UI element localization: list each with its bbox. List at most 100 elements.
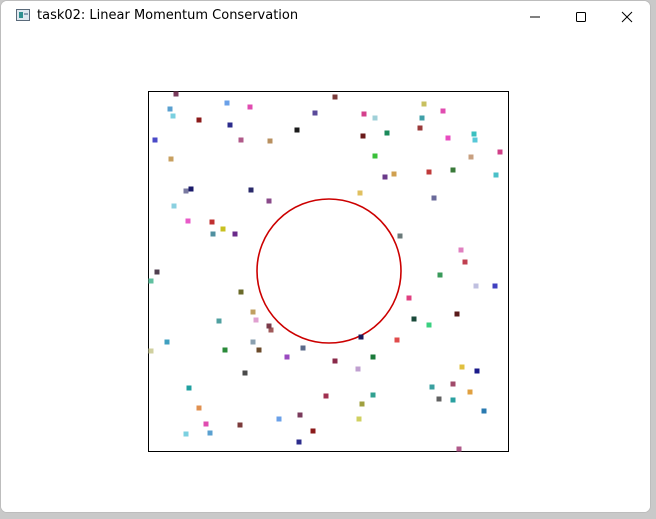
particle [456, 446, 462, 452]
window-title: task02: Linear Momentum Conservation [37, 8, 299, 23]
particle [203, 421, 209, 427]
particle [492, 283, 498, 289]
particle [481, 408, 487, 414]
particle [209, 219, 215, 225]
app-icon [16, 9, 30, 21]
particle [168, 156, 174, 162]
particle [196, 117, 202, 123]
particle [164, 339, 170, 345]
particle [227, 122, 233, 128]
particle [462, 259, 468, 265]
particle [421, 101, 427, 107]
particle [188, 186, 194, 192]
particle [431, 195, 437, 201]
close-button[interactable] [604, 1, 650, 32]
particle [220, 226, 226, 232]
particle [459, 364, 465, 370]
particle [216, 318, 222, 324]
simulation-box [148, 91, 509, 452]
particle [497, 149, 503, 155]
particle [445, 135, 451, 141]
particle [173, 91, 179, 97]
particle [382, 174, 388, 180]
maximize-button[interactable] [558, 1, 604, 32]
particle [242, 370, 248, 376]
particle [238, 137, 244, 143]
particle [248, 187, 254, 193]
particle [300, 345, 306, 351]
particle [417, 125, 423, 131]
particle [222, 347, 228, 353]
particle [284, 354, 290, 360]
particle [357, 190, 363, 196]
particle [250, 309, 256, 315]
close-icon [621, 11, 633, 22]
particle [266, 323, 272, 329]
particle [440, 108, 446, 114]
particle [267, 138, 273, 144]
particle [171, 203, 177, 209]
render-area [1, 32, 650, 512]
particle [323, 393, 329, 399]
particle [296, 439, 302, 445]
particle [266, 198, 272, 204]
particle [394, 337, 400, 343]
particle [429, 384, 435, 390]
particle [467, 389, 473, 395]
particle [454, 311, 460, 317]
particle [406, 295, 412, 301]
particle [355, 366, 361, 372]
particle [276, 416, 282, 422]
particle [472, 137, 478, 143]
particle [471, 131, 477, 137]
particle [473, 283, 479, 289]
minimize-button[interactable] [512, 1, 558, 32]
particle [450, 397, 456, 403]
particle [358, 334, 364, 340]
particles-group [148, 91, 503, 452]
particle [426, 169, 432, 175]
particle [148, 278, 154, 284]
particle [370, 354, 376, 360]
particle [237, 422, 243, 428]
particle [426, 322, 432, 328]
particle [474, 368, 480, 374]
particle [458, 247, 464, 253]
particle [437, 272, 443, 278]
particle [152, 137, 158, 143]
particle [148, 348, 154, 354]
particle [468, 154, 474, 160]
particle [370, 392, 376, 398]
particle [256, 347, 262, 353]
particle [207, 430, 213, 436]
particle [411, 316, 417, 322]
particle [332, 94, 338, 100]
particle [170, 113, 176, 119]
particle [356, 416, 362, 422]
simulation-canvas [148, 91, 509, 452]
particle [312, 110, 318, 116]
particle [419, 115, 425, 121]
particle [360, 133, 366, 139]
particle [384, 130, 390, 136]
particle [210, 231, 216, 237]
particle [372, 153, 378, 159]
particle [196, 405, 202, 411]
particle [183, 431, 189, 437]
particle [247, 104, 253, 110]
particle [310, 428, 316, 434]
particle [397, 233, 403, 239]
particle [250, 339, 256, 345]
circular-obstacle [256, 198, 402, 344]
particle [224, 100, 230, 106]
particle [253, 317, 259, 323]
maximize-icon [576, 11, 586, 22]
title-bar[interactable]: task02: Linear Momentum Conservation [1, 1, 650, 32]
particle [391, 171, 397, 177]
particle [450, 167, 456, 173]
minimize-icon [530, 16, 540, 17]
particle [332, 358, 338, 364]
particle [185, 218, 191, 224]
particle [361, 111, 367, 117]
